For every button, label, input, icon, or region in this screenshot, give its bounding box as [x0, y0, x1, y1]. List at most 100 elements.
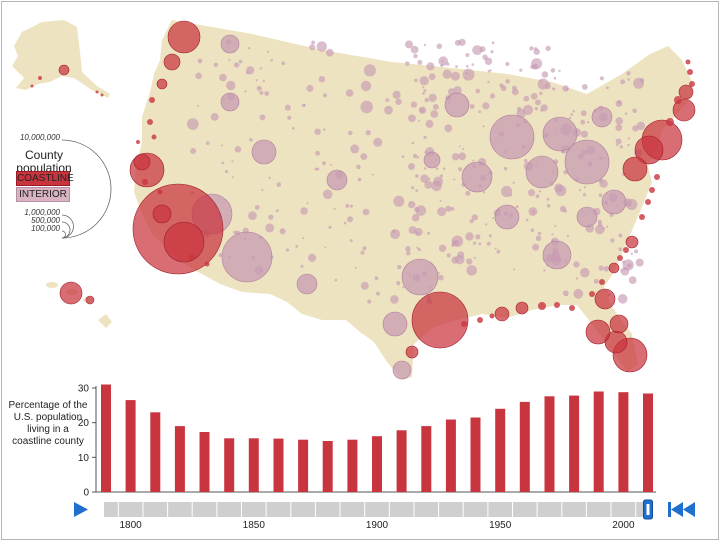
interior-bubble: [254, 205, 260, 210]
interior-bubble: [314, 167, 318, 171]
interior-bubble: [601, 189, 627, 215]
coastline-bubble-houston: [411, 291, 469, 349]
interior-bubble: [197, 58, 203, 64]
legend-scale-1m: 1,000,000: [24, 208, 60, 217]
interior-bubble: [226, 80, 236, 91]
interior-bubble: [296, 273, 318, 295]
interior-bubble: [314, 128, 321, 135]
interior-bubble: [462, 68, 475, 81]
interior-bubble: [603, 266, 610, 272]
interior-bubble: [302, 237, 305, 240]
interior-bubble: [343, 221, 347, 225]
coastline-bubble: [136, 140, 140, 144]
interior-bubble: [499, 83, 504, 88]
interior-bubble: [442, 167, 446, 170]
interior-bubble: [261, 188, 264, 192]
interior-bubble: [439, 199, 442, 202]
interior-bubble: [437, 272, 440, 275]
interior-bubble: [422, 86, 425, 89]
interior-bubble: [414, 78, 418, 83]
coastline-bubble: [689, 81, 695, 87]
interior-bubble: [462, 147, 465, 151]
interior-bubble: [303, 104, 306, 107]
interior-bubble: [472, 159, 475, 162]
play-button[interactable]: [74, 502, 88, 517]
coastline-bubble: [515, 301, 529, 315]
interior-bubble: [583, 186, 587, 189]
interior-bubble: [626, 71, 631, 76]
interior-bubble: [494, 204, 520, 230]
interior-bubble: [276, 182, 282, 187]
coastline-bubble: [163, 221, 205, 263]
interior-bubble: [471, 214, 478, 221]
interior-bubble: [627, 137, 631, 140]
coastline-bubble: [163, 53, 181, 71]
timeline-track[interactable]: [104, 502, 652, 517]
interior-bubble: [438, 274, 444, 281]
interior-bubble: [524, 159, 528, 163]
coastline-bubble: [461, 321, 467, 327]
interior-bubble: [347, 216, 354, 223]
alaska-landmass: [12, 20, 110, 98]
rewind-to-start-button[interactable]: [668, 502, 695, 517]
interior-bubble: [349, 239, 353, 243]
interior-bubble: [405, 40, 413, 49]
interior-bubble: [444, 124, 453, 133]
interior-bubble: [259, 114, 266, 121]
hawaii-big-island: [98, 314, 112, 328]
interior-bubble: [501, 185, 513, 198]
bar-1920: [421, 426, 432, 492]
interior-bubble: [525, 218, 529, 222]
interior-bubble: [494, 247, 497, 250]
interior-bubble: [444, 92, 470, 118]
interior-bubble: [422, 92, 425, 95]
interior-bubble: [349, 204, 353, 208]
interior-bubble: [417, 59, 423, 65]
interior-bubble: [606, 86, 609, 90]
coastline-county-bubbles-small: [30, 59, 695, 327]
rewind-to-start-icon: [668, 502, 695, 517]
interior-bubble: [408, 226, 417, 235]
coastline-bubble: [85, 295, 95, 305]
interior-bubble: [426, 62, 435, 71]
interior-bubble: [628, 276, 637, 284]
interior-bubble: [615, 124, 623, 132]
y-tick-label: 20: [78, 418, 90, 429]
interior-bubble: [595, 224, 605, 235]
interior-bubble: [270, 59, 273, 62]
coastline-bubble: [157, 189, 163, 195]
bar-1910: [396, 430, 407, 492]
chart-bars: [101, 384, 653, 492]
interior-bubble: [424, 97, 429, 103]
y-tick-label: 0: [83, 488, 89, 499]
interior-bubble: [540, 108, 544, 112]
interior-bubble: [363, 64, 376, 77]
y-tick-label: 30: [78, 384, 90, 395]
interior-bubble: [334, 278, 338, 282]
contiguous-us-landmass: [134, 20, 692, 380]
interior-bubble: [552, 87, 556, 91]
bar-1880: [322, 441, 333, 492]
interior-bubble: [190, 148, 197, 154]
us-county-population-map: [12, 20, 696, 380]
interior-bubble: [433, 176, 443, 187]
interior-bubble: [234, 62, 240, 68]
interior-bubble: [487, 69, 491, 73]
interior-bubble: [580, 119, 586, 125]
interior-bubble: [572, 110, 575, 113]
coastline-bubble: [609, 314, 629, 334]
interior-bubble: [558, 69, 561, 73]
interior-bubble: [333, 207, 336, 210]
interior-bubble: [408, 200, 416, 209]
interior-bubble: [491, 41, 495, 45]
interior-bubble: [636, 121, 646, 131]
interior-bubble: [318, 76, 325, 83]
interior-bubble: [220, 34, 240, 54]
interior-bubble: [438, 56, 449, 66]
interior-bubble: [424, 151, 427, 154]
interior-bubble: [630, 252, 633, 255]
interior-bubble: [432, 104, 439, 110]
interior-bubble: [469, 219, 474, 224]
interior-bubble: [402, 286, 405, 289]
y-tick-label: 10: [78, 453, 90, 464]
